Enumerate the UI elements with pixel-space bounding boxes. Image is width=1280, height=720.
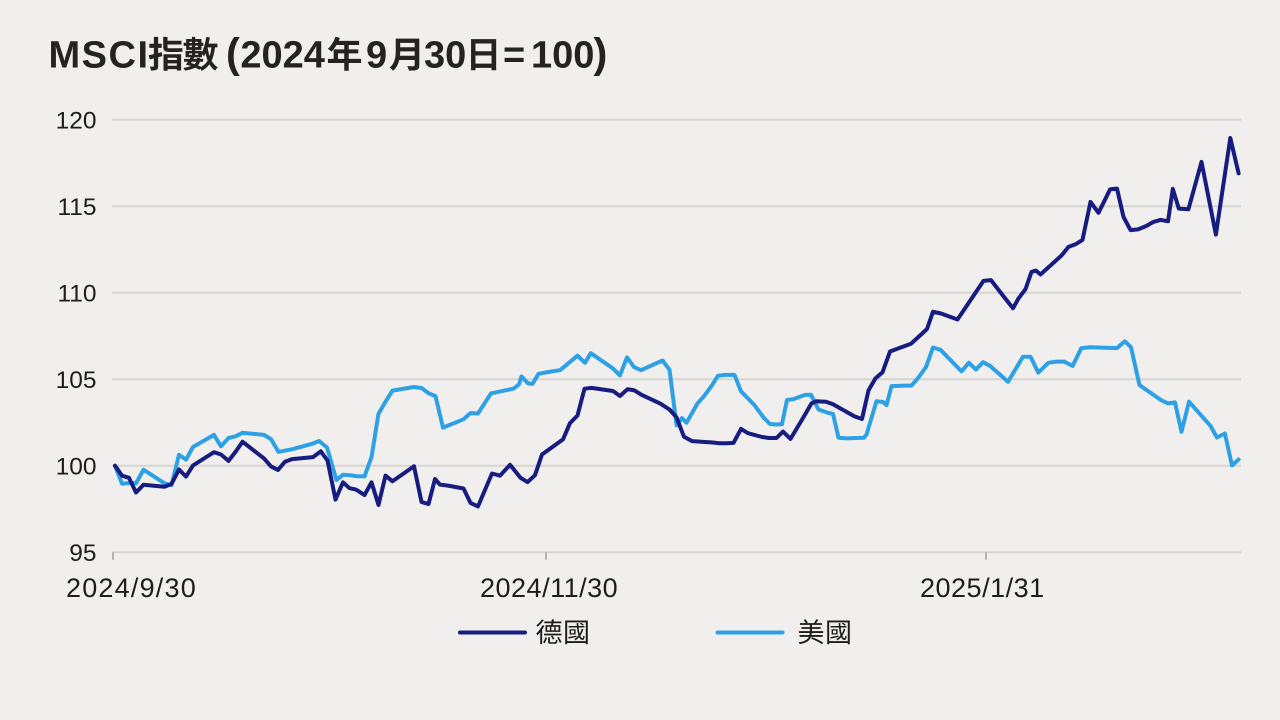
svg-text:120: 120 <box>56 107 97 134</box>
svg-text:30: 30 <box>424 35 466 77</box>
svg-text:(: ( <box>226 30 240 77</box>
svg-text:100: 100 <box>531 35 594 77</box>
svg-text:95: 95 <box>69 540 96 567</box>
svg-text:2025/1/31: 2025/1/31 <box>920 573 1045 603</box>
svg-text:2024/9/30: 2024/9/30 <box>66 573 197 603</box>
svg-text:=: = <box>503 35 525 77</box>
svg-text:2024: 2024 <box>240 35 325 77</box>
svg-text:105: 105 <box>56 367 97 394</box>
svg-text:MSCI: MSCI <box>49 35 150 77</box>
svg-text:2024/11/30: 2024/11/30 <box>480 573 618 603</box>
svg-text:9: 9 <box>366 35 387 77</box>
svg-text:100: 100 <box>56 453 97 480</box>
svg-text:115: 115 <box>57 194 96 221</box>
svg-text:): ) <box>594 30 608 77</box>
svg-text:110: 110 <box>57 280 96 307</box>
